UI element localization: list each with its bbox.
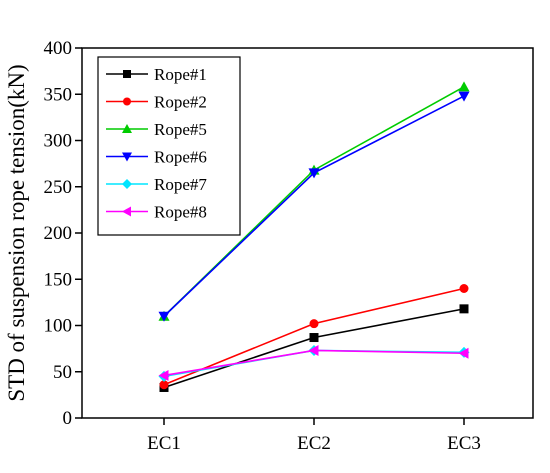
data-point (308, 168, 320, 179)
y-tick-label: 400 (44, 38, 73, 59)
x-tick-label: EC1 (147, 433, 181, 454)
legend: Rope#1 Rope#2 Rope#5 Rope#6 Rope#7 Rope#8 (97, 56, 241, 236)
data-point (122, 206, 131, 217)
y-tick-label: 200 (44, 223, 73, 244)
data-point (458, 91, 470, 102)
legend-box (97, 56, 241, 236)
series-layer (158, 81, 470, 392)
data-point (122, 124, 132, 133)
data-point (123, 70, 131, 78)
data-point (122, 152, 132, 162)
legend-item: Rope#6 (106, 148, 207, 167)
y-tick-label: 300 (44, 131, 73, 152)
y-tick-label: 250 (44, 177, 73, 198)
data-point (458, 347, 469, 359)
ticks-layer: 0 50 100 150 200 250 300 350 400 EC1 EC2 EC3 (44, 38, 481, 454)
legend-item: Rope#8 (106, 203, 207, 222)
x-tick-label: EC3 (447, 433, 481, 454)
legend-item: Rope#7 (106, 175, 207, 194)
legend-item: Rope#2 (106, 93, 207, 112)
data-point (122, 179, 132, 189)
data-point (158, 369, 169, 381)
x-tick-label: EC2 (297, 433, 331, 454)
legend-label: Rope#5 (154, 120, 207, 139)
data-point (459, 284, 469, 293)
y-tick-label: 50 (53, 362, 72, 383)
data-point (159, 380, 169, 390)
data-point (123, 97, 131, 106)
series-rope2 (159, 284, 469, 390)
y-tick-label: 100 (44, 316, 73, 337)
series-rope6 (158, 91, 470, 322)
data-point (308, 344, 319, 356)
y-tick-label: 0 (63, 408, 73, 429)
data-point (459, 304, 469, 314)
data-point (458, 81, 470, 92)
legend-label: Rope#2 (154, 93, 207, 112)
data-point (309, 319, 319, 329)
legend-label: Rope#7 (154, 175, 207, 194)
legend-item: Rope#1 (106, 65, 207, 84)
y-tick-label: 150 (44, 269, 73, 290)
legend-label: Rope#8 (154, 203, 207, 222)
data-point (309, 333, 319, 343)
legend-label: Rope#6 (154, 148, 207, 167)
y-tick-label: 350 (44, 84, 73, 105)
data-point (158, 311, 170, 322)
series-rope8 (158, 344, 469, 381)
legend-label: Rope#1 (154, 65, 207, 84)
legend-item: Rope#5 (106, 120, 207, 139)
y-axis-title: STD of suspension rope tension(kN) (4, 64, 29, 401)
